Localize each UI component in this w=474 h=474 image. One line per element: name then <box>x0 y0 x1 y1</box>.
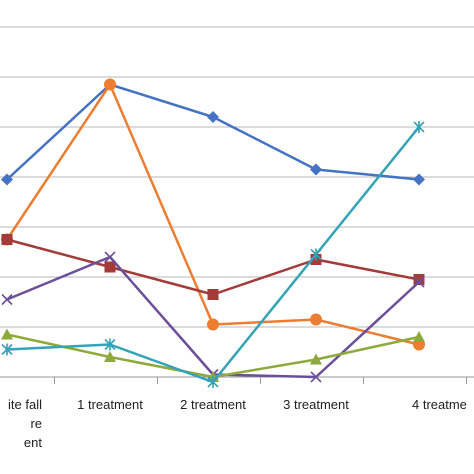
x-axis-ticks <box>54 377 467 384</box>
series-line <box>6 83 420 181</box>
data-point <box>104 251 116 263</box>
data-point <box>413 276 425 288</box>
data-point <box>310 353 322 365</box>
x-tick-label: re <box>30 416 42 431</box>
x-axis-labels: ite fall re ent 1 treatment 2 treatment 3 tre… <box>8 397 467 450</box>
data-point <box>310 163 322 176</box>
data-point <box>104 338 116 351</box>
x-tick-label: ite fall <box>8 397 42 412</box>
x-tick-label: ent <box>24 435 42 450</box>
data-point <box>413 121 425 133</box>
series-line <box>6 238 420 296</box>
data-point <box>1 173 13 186</box>
data-point <box>207 376 219 388</box>
series-line <box>6 126 420 384</box>
x-tick-label: 4 treatme <box>412 397 467 412</box>
data-point <box>1 328 13 340</box>
data-point <box>104 261 116 273</box>
x-tick-label: 1 treatment <box>77 397 143 412</box>
data-point <box>1 343 13 356</box>
data-point <box>207 111 219 123</box>
data-point <box>1 293 13 306</box>
series-1 <box>1 78 425 186</box>
data-point <box>413 274 425 285</box>
data-point <box>413 331 425 342</box>
data-point <box>207 318 219 331</box>
data-point <box>413 173 425 186</box>
data-point <box>1 234 13 245</box>
data-point <box>310 371 322 383</box>
x-tick-label: 3 treatment <box>283 397 349 412</box>
data-point <box>310 248 322 261</box>
data-point <box>310 313 322 326</box>
x-tick-label: 2 treatment <box>180 397 246 412</box>
series-line <box>6 255 420 379</box>
series-layer <box>1 78 425 388</box>
series-6 <box>1 121 425 388</box>
data-point <box>104 78 116 91</box>
gridlines <box>0 26 474 328</box>
data-point <box>207 289 219 300</box>
data-point <box>104 351 116 362</box>
series-4 <box>1 251 425 383</box>
series-3 <box>1 234 425 300</box>
series-line <box>6 333 420 379</box>
